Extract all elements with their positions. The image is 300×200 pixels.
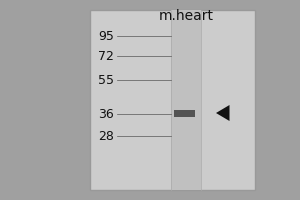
Polygon shape	[216, 105, 230, 121]
Bar	[90, 10, 255, 190]
Text: 55: 55	[98, 73, 114, 86]
Text: 95: 95	[98, 29, 114, 43]
Text: 36: 36	[98, 108, 114, 120]
Bar	[174, 110, 195, 116]
Bar	[171, 10, 201, 190]
Text: m.heart: m.heart	[158, 9, 214, 23]
Text: 72: 72	[98, 49, 114, 62]
Text: 28: 28	[98, 130, 114, 142]
